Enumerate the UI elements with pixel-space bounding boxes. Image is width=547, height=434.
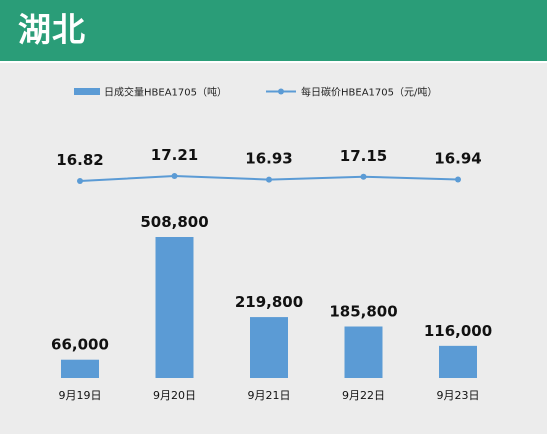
line-series xyxy=(77,173,461,184)
price-point-3 xyxy=(266,176,272,183)
bar-value-label-3: 219,800 xyxy=(235,293,303,311)
x-axis-ticks: 9月19日 9月20日 9月21日 9月22日 9月23日 xyxy=(59,389,480,402)
price-point-4 xyxy=(360,173,367,180)
price-value-label-2: 17.21 xyxy=(151,146,198,164)
bar-2 xyxy=(155,237,194,378)
header-banner: 湖北 xyxy=(0,0,547,61)
x-tick-label-2: 9月20日 xyxy=(153,389,196,402)
price-point-5 xyxy=(455,176,461,183)
bar-value-label-5: 116,000 xyxy=(424,322,492,340)
x-tick-label-3: 9月21日 xyxy=(248,389,291,402)
price-value-label-5: 16.94 xyxy=(434,149,481,167)
legend-line-marker xyxy=(278,88,284,95)
line-data-labels: 16.82 17.21 16.93 17.15 16.94 xyxy=(56,146,481,169)
page-title: 湖北 xyxy=(18,10,86,49)
bar-value-label-2: 508,800 xyxy=(140,213,208,231)
legend-bar-label: 日成交量HBEA1705（吨） xyxy=(104,86,227,99)
x-tick-label-4: 9月22日 xyxy=(342,389,385,402)
legend-bar-swatch xyxy=(74,88,100,95)
bar-5 xyxy=(439,345,477,378)
chart-legend: 日成交量HBEA1705（吨） 每日碳价HBEA1705（元/吨） xyxy=(74,86,437,99)
price-value-label-4: 17.15 xyxy=(340,147,387,165)
bar-value-label-1: 66,000 xyxy=(51,336,109,354)
price-point-2 xyxy=(171,173,178,179)
header-divider xyxy=(0,61,547,63)
bar-value-label-4: 185,800 xyxy=(329,303,397,321)
x-tick-label-1: 9月19日 xyxy=(59,389,102,402)
price-value-label-1: 16.82 xyxy=(56,151,103,169)
price-point-1 xyxy=(77,178,83,184)
legend-line-label: 每日碳价HBEA1705（元/吨） xyxy=(301,86,437,99)
bar-series xyxy=(61,237,477,378)
bar-4 xyxy=(344,326,383,378)
bar-data-labels: 66,000 508,800 219,800 185,800 116,000 xyxy=(51,213,492,354)
x-tick-label-5: 9月23日 xyxy=(437,389,480,402)
bar-3 xyxy=(250,317,288,378)
bar-1 xyxy=(61,359,99,378)
price-value-label-3: 16.93 xyxy=(245,150,292,168)
